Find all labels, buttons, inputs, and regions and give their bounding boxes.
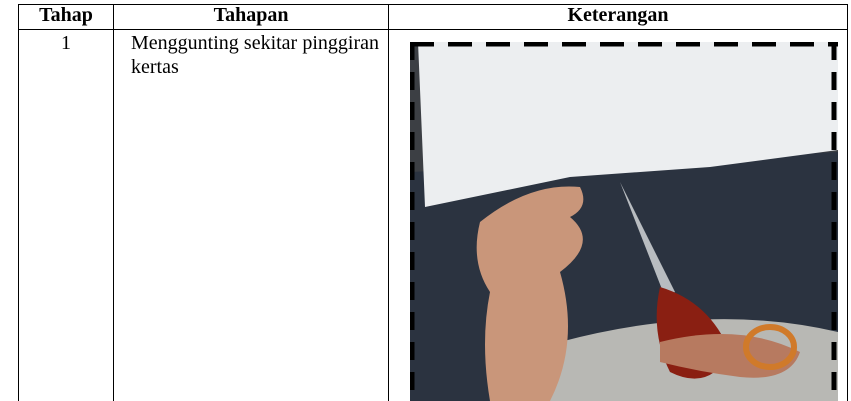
- step-photo: [410, 42, 838, 401]
- header-cell: Keterangan: [567, 4, 669, 26]
- header-cell: Tahap: [39, 4, 93, 26]
- table-border: [18, 4, 19, 401]
- table-border: [18, 29, 848, 30]
- table-border: [388, 4, 389, 401]
- table-border: [113, 4, 114, 401]
- header-cell: Tahapan: [213, 4, 289, 26]
- table-border: [847, 4, 848, 401]
- step-number: 1: [61, 32, 71, 54]
- step-description: Menggunting sekitar pinggiran kertas: [131, 32, 379, 78]
- table-border: [18, 4, 848, 5]
